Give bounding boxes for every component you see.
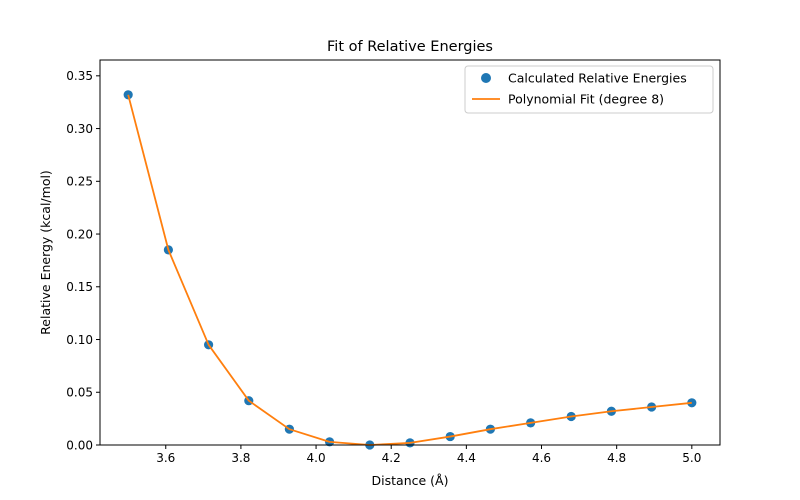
legend-label-line: Polynomial Fit (degree 8) [508, 92, 664, 107]
y-tick-label: 0.20 [66, 227, 93, 241]
legend-marker-scatter [481, 73, 491, 83]
y-tick-label: 0.05 [66, 386, 93, 400]
data-point [123, 90, 133, 100]
x-axis: 3.6 3.8 4.0 4.2 4.4 4.6 4.8 5.0 [156, 445, 701, 465]
plot-area [123, 90, 697, 450]
x-axis-label: Distance (Å) [372, 473, 449, 488]
y-tick-label: 0.15 [66, 280, 93, 294]
x-tick-label: 3.8 [231, 451, 250, 465]
fit-line [127, 94, 692, 446]
x-tick-label: 4.8 [607, 451, 626, 465]
y-tick-label: 0.35 [66, 69, 93, 83]
y-tick-label: 0.25 [66, 175, 93, 189]
legend: Calculated Relative Energies Polynomial … [464, 65, 714, 114]
legend-box [464, 65, 714, 114]
x-tick-label: 4.6 [532, 451, 551, 465]
axes-frame [99, 59, 721, 446]
y-axis: 0.00 0.05 0.10 0.15 0.20 0.25 0.30 0.35 [66, 69, 100, 452]
y-tick-label: 0.10 [66, 333, 93, 347]
legend-label-scatter: Calculated Relative Energies [508, 71, 687, 86]
y-axis-label: Relative Energy (kcal/mol) [38, 170, 53, 335]
x-tick-label: 4.4 [457, 451, 476, 465]
chart-title: Fit of Relative Energies [327, 39, 493, 55]
x-tick-label: 5.0 [682, 451, 701, 465]
x-tick-label: 3.6 [156, 451, 175, 465]
x-tick-label: 4.0 [307, 451, 326, 465]
y-tick-label: 0.30 [66, 122, 93, 136]
x-tick-label: 4.2 [382, 451, 401, 465]
y-tick-label: 0.00 [66, 438, 93, 452]
